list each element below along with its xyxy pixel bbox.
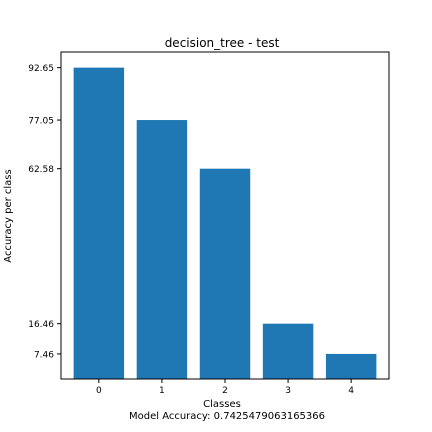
x-tick-label: 0	[96, 386, 102, 396]
y-tick-label: 92.65	[28, 64, 54, 74]
y-tick-label: 62.58	[28, 165, 54, 175]
x-tick-label: 2	[222, 386, 228, 396]
x-axis-label: Classes	[203, 399, 241, 410]
x-tick-label: 3	[285, 386, 291, 396]
y-axis-label: Accuracy per class	[3, 169, 14, 262]
bar-class-4	[325, 353, 377, 379]
model-accuracy-label: Model Accuracy: 0.7425479063165366	[129, 411, 325, 422]
y-axis: 7.46 16.46 62.58 77.05 92.65	[28, 64, 61, 360]
x-tick-label: 1	[159, 386, 165, 396]
y-tick-label: 16.46	[28, 320, 54, 330]
chart-title: decision_tree - test	[165, 36, 280, 50]
x-axis: 0 1 2 3 4	[96, 379, 354, 396]
bar-class-3	[262, 323, 314, 379]
y-tick-label: 77.05	[28, 117, 54, 127]
bar-class-1	[136, 120, 188, 379]
y-tick-label: 7.46	[34, 350, 54, 360]
bar-class-2	[199, 168, 251, 379]
x-tick-label: 4	[348, 386, 354, 396]
bar-class-0	[73, 67, 125, 379]
bars-group	[73, 67, 377, 379]
